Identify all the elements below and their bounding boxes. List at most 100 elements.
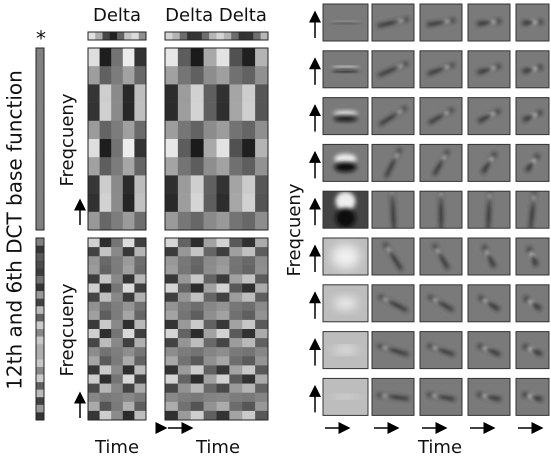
gabor-stripe: [385, 394, 410, 401]
gabor-blob: [331, 66, 360, 70]
gabor-stripes: [433, 243, 449, 270]
gabor-blob: [331, 395, 360, 399]
pattern-cell: [165, 292, 179, 302]
pattern-cell: [165, 238, 179, 248]
pattern-cell: [99, 374, 112, 384]
pattern-cell: [122, 392, 135, 403]
pattern-cell: [165, 247, 179, 257]
pattern-cell: [165, 338, 179, 348]
pattern-cell: [111, 175, 124, 194]
pattern-cell: [190, 310, 204, 321]
pattern-cell: [88, 238, 100, 248]
gabor-inner: [372, 331, 414, 369]
pattern-cell: [165, 301, 179, 312]
gabor-cell: [419, 143, 463, 182]
gabor-cell: [371, 284, 415, 323]
pattern-cell: [203, 392, 217, 403]
pattern-cell: [216, 84, 230, 103]
pattern-cell: [190, 383, 204, 393]
pattern-cell: [165, 84, 179, 103]
pattern-cell: [190, 301, 204, 312]
pattern-cell: [122, 365, 135, 375]
pattern-cell: [36, 214, 45, 231]
pattern-cell: [134, 139, 147, 158]
pattern-cell: [242, 274, 256, 284]
gabor-border: [371, 237, 415, 276]
pattern-cell: [122, 374, 135, 384]
gabor-cell: [515, 97, 550, 136]
gabor-inner: [372, 238, 414, 275]
gabor-border: [419, 3, 463, 42]
pattern-cell: [111, 383, 124, 393]
pattern-cell: [36, 404, 45, 413]
pattern-cell: [177, 392, 192, 403]
gabor-inner: [420, 331, 462, 369]
pattern-cell: [165, 48, 179, 67]
pattern-cell: [216, 256, 230, 266]
gabor-cell: [371, 97, 415, 136]
pattern-cell: [134, 211, 147, 231]
pattern-cell: [242, 383, 256, 393]
pattern-cell: [229, 392, 243, 403]
gabor-cell: [322, 143, 369, 182]
pattern-cell: [165, 365, 179, 375]
pattern-cell: [229, 238, 243, 248]
gabor-border: [322, 190, 369, 229]
pattern-cell: [255, 175, 269, 194]
pattern-cell: [36, 374, 45, 383]
gabor-cell: [419, 377, 463, 416]
gabor-border: [467, 50, 511, 89]
gabor-cell: [322, 50, 369, 89]
frequency-label: Freqcueny: [57, 283, 78, 376]
pattern-cell: [99, 256, 112, 266]
pattern-cell: [255, 310, 269, 321]
pattern-cell: [255, 329, 269, 339]
gabor-border: [322, 284, 369, 323]
pattern-cell: [88, 329, 100, 339]
pattern-cell: [242, 193, 256, 213]
pattern-cell: [122, 310, 135, 321]
pattern-cell: [165, 283, 179, 293]
pattern-cell: [190, 410, 204, 421]
pattern-cell: [99, 356, 112, 366]
pattern-cell: [165, 175, 179, 194]
pattern-cell: [229, 139, 243, 158]
pattern-cell: [88, 102, 100, 122]
pattern-cell: [165, 310, 179, 321]
pattern-cell: [99, 238, 112, 248]
pattern-cell: [177, 120, 192, 140]
gabor-inner: [468, 4, 510, 41]
gabor-border: [322, 143, 369, 182]
gabor-border: [419, 284, 463, 323]
pattern-cell: [177, 301, 192, 312]
gabor-inner: [323, 238, 368, 275]
pattern-cell: [242, 365, 256, 375]
gabor-stripe: [485, 394, 502, 402]
pattern-cell: [88, 410, 100, 421]
gabor-inner: [516, 97, 549, 135]
pattern-cell: [260, 32, 269, 41]
pattern-cell: [102, 32, 111, 41]
pattern-cell: [242, 338, 256, 348]
pattern-cell: [134, 365, 147, 375]
gabor-inner: [516, 144, 549, 182]
pattern-cell: [36, 78, 45, 94]
pattern-cell: [111, 139, 124, 158]
pattern-cell: [36, 412, 45, 421]
gabor-stripe: [388, 250, 403, 271]
gabor-inner: [468, 144, 510, 182]
pattern-cell: [255, 120, 269, 140]
pattern-cell: [99, 265, 112, 275]
pattern-cell: [99, 301, 112, 312]
pattern-cell: [203, 401, 217, 412]
pattern-cell: [99, 120, 112, 140]
gabor-inner: [420, 4, 462, 41]
pattern-cell: [111, 310, 124, 321]
gabor-border: [371, 190, 415, 229]
pattern-cell: [242, 283, 256, 293]
pattern-cell: [111, 48, 124, 67]
pattern-cell: [203, 319, 217, 330]
pattern-cell: [203, 274, 217, 284]
gabor-stripe: [530, 348, 542, 356]
pattern-border: [87, 47, 147, 231]
